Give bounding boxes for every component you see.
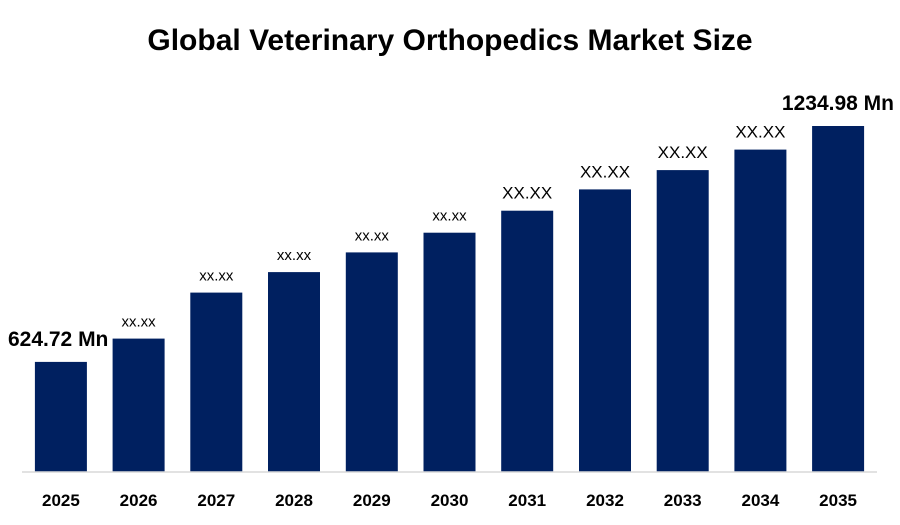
bar-2031 — [501, 210, 554, 472]
x-tick-label: 2035 — [819, 491, 857, 510]
bar-2035 — [812, 126, 865, 472]
x-tick-label: 2034 — [741, 491, 779, 510]
x-tick-label: 2030 — [431, 491, 469, 510]
x-tick-label: 2032 — [586, 491, 624, 510]
x-tick-label: 2028 — [275, 491, 313, 510]
data-label: XX.XX — [502, 184, 552, 203]
x-tick-label: 2029 — [353, 491, 391, 510]
x-tick-label: 2026 — [120, 491, 158, 510]
bar-2025 — [34, 361, 87, 472]
bars-group — [34, 126, 865, 472]
bar-2030 — [423, 232, 476, 472]
x-tick-label: 2025 — [42, 491, 80, 510]
x-tick-label: 2033 — [664, 491, 702, 510]
bar-2033 — [656, 170, 709, 472]
bar-2028 — [268, 272, 320, 472]
data-label: XX.XX — [735, 123, 785, 142]
bar-2034 — [734, 149, 787, 472]
data-label: XX.XX — [580, 162, 630, 181]
data-label: xx.xx — [199, 268, 234, 285]
data-label: xx.xx — [355, 227, 390, 244]
x-tick-label: 2027 — [197, 491, 235, 510]
x-tick-label: 2031 — [508, 491, 546, 510]
data-label: 1234.98 Mn — [782, 92, 894, 115]
x-tick-labels: 2025 2026 2027 2028 2029 2030 2031 2032 2033 2034… — [42, 491, 857, 510]
chart-title: Global Veterinary Orthopedics Market Siz… — [147, 24, 752, 57]
data-label: xx.xx — [122, 314, 157, 331]
data-label: xx.xx — [432, 208, 467, 225]
data-label: 624.72 Mn — [8, 328, 108, 351]
bar-2027 — [190, 292, 243, 472]
data-labels: 624.72 Mn xx.xx xx.xx xx.xx xx.xx xx.xx XX.XX X… — [8, 92, 894, 351]
data-label: XX.XX — [658, 143, 708, 162]
bar-2032 — [579, 189, 631, 472]
data-label: xx.xx — [277, 247, 312, 264]
bar-2029 — [345, 252, 398, 472]
bar-2026 — [112, 338, 165, 472]
